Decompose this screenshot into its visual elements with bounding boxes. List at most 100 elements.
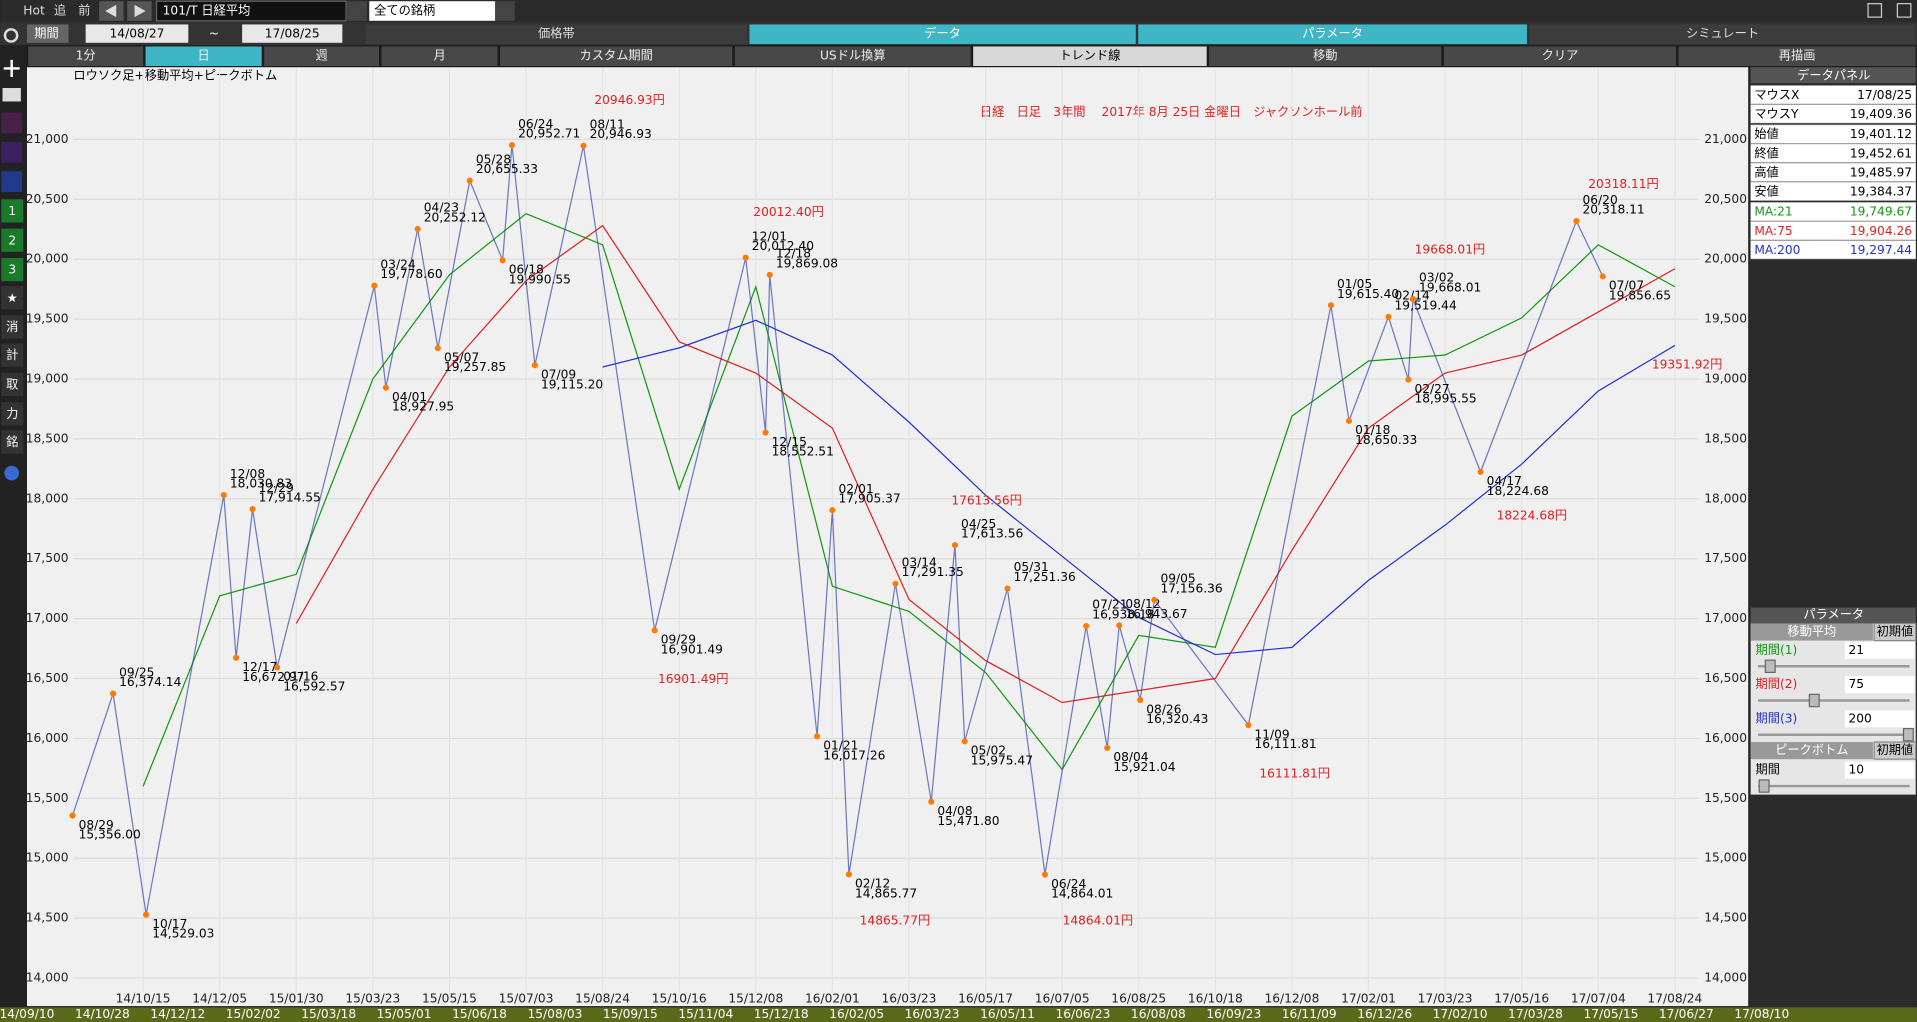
- sidebar-button[interactable]: [1, 430, 24, 454]
- sidebar-button[interactable]: [1, 315, 24, 339]
- peak-date: 01/18: [1355, 423, 1390, 437]
- toolbar-button[interactable]: [264, 46, 380, 67]
- add-icon[interactable]: [3, 59, 20, 78]
- scroller[interactable]: [0, 1007, 1917, 1022]
- start-date-box[interactable]: [85, 24, 189, 43]
- toolbar-button[interactable]: [734, 46, 971, 67]
- peak-value: 16,111.81: [1254, 737, 1316, 751]
- camera-icon[interactable]: [2, 88, 21, 102]
- symbol-box[interactable]: [155, 0, 347, 22]
- peak-value: 14,865.77: [855, 886, 917, 900]
- peak-date: 02/01: [839, 482, 874, 496]
- slider-knob[interactable]: [1902, 727, 1914, 742]
- peak-value: 18,927.95: [392, 400, 454, 414]
- settings-icon[interactable]: [4, 465, 20, 481]
- symbol: 101/T 日経平均: [163, 4, 251, 18]
- toolbar-button[interactable]: [1443, 46, 1677, 67]
- sidebar-button[interactable]: [1, 257, 24, 282]
- peak-date: 12/29: [259, 481, 294, 495]
- toolbar-button[interactable]: [28, 46, 144, 67]
- peak-date: 07/09: [541, 367, 576, 381]
- param-input[interactable]: [1844, 710, 1915, 728]
- sidebar-button[interactable]: [1, 402, 24, 426]
- param-input[interactable]: [1844, 676, 1915, 694]
- peak-value: 17,251.36: [1014, 570, 1076, 584]
- toolbar-button[interactable]: [145, 46, 262, 67]
- prev-button[interactable]: 前: [78, 3, 90, 18]
- end-date-box[interactable]: [242, 24, 343, 43]
- sidebar-button[interactable]: [1, 343, 24, 367]
- reset-label: 初期値: [1877, 624, 1914, 639]
- peak-marker: [1573, 218, 1580, 225]
- peak-marker: [143, 911, 150, 918]
- peak-value: 17,914.55: [259, 491, 321, 505]
- tab[interactable]: [1529, 24, 1916, 45]
- slider-knob[interactable]: [1758, 779, 1770, 793]
- annotation: 16111.81円: [1259, 766, 1330, 780]
- tab[interactable]: [365, 24, 748, 45]
- peak-value: 15,975.47: [971, 753, 1033, 767]
- tab[interactable]: [1138, 24, 1527, 45]
- toolbar-button[interactable]: [1678, 46, 1916, 67]
- peak-marker: [580, 142, 587, 149]
- chart-icon[interactable]: [1, 112, 23, 134]
- y-tick-label-right: 15,500: [1704, 791, 1747, 805]
- scroller-label: 15/09/15: [603, 1007, 658, 1021]
- sidebar-button[interactable]: [1, 228, 24, 252]
- peak-value: 16,017.26: [823, 748, 885, 762]
- toolbar-button[interactable]: [1209, 46, 1442, 67]
- follow-button[interactable]: 追: [54, 3, 66, 18]
- y-tick-label: 15,000: [26, 851, 69, 865]
- y-tick-label-right: 19,000: [1704, 372, 1747, 386]
- search-icon[interactable]: [3, 28, 19, 43]
- peak-value: 19,257.85: [444, 360, 506, 374]
- toolbar-button[interactable]: [500, 46, 733, 67]
- hot-button[interactable]: Hot: [23, 4, 45, 18]
- param-input[interactable]: [1844, 761, 1915, 779]
- toolbar-button-label: 1分: [76, 49, 96, 63]
- start-date: 14/08/27: [110, 27, 165, 41]
- reset-button[interactable]: [1873, 741, 1917, 760]
- tab-label: シミュレート: [1686, 27, 1759, 41]
- slider-knob[interactable]: [1764, 659, 1776, 673]
- peak-date: 04/17: [1487, 474, 1522, 488]
- toolbar-button[interactable]: [381, 46, 498, 67]
- sidebar-button[interactable]: [1, 199, 24, 223]
- peak-value: 19,615.40: [1337, 287, 1399, 301]
- scroller-label: 15/03/18: [301, 1007, 356, 1021]
- symbol-dropdown[interactable]: [347, 1, 367, 21]
- flag-icon[interactable]: [1, 171, 23, 192]
- universe-dropdown[interactable]: [495, 1, 515, 21]
- sidebar-button[interactable]: [1, 372, 24, 397]
- peak-date: 07/21: [1092, 598, 1127, 612]
- reset-button[interactable]: [1873, 622, 1917, 642]
- indicator-icon[interactable]: [1, 141, 23, 163]
- panel-row-value: 19,409.36: [1850, 107, 1912, 121]
- peak-marker: [742, 254, 749, 261]
- x-tick-label: 14/12/05: [192, 991, 247, 1005]
- scroller-label: 17/06/27: [1659, 1007, 1714, 1021]
- tab[interactable]: [749, 24, 1136, 45]
- toolbar-button[interactable]: [973, 46, 1207, 67]
- plot: 14,000 14,000 14,500 14,500 15,000 15,000 15,5…: [26, 68, 1747, 1005]
- param-input[interactable]: [1844, 641, 1915, 659]
- chart-subtitle: ロウソク足+移動平均+ピークボトム: [73, 68, 277, 82]
- tab-label: データ: [924, 26, 961, 41]
- sidebar-button[interactable]: [1, 286, 24, 310]
- peak-value: 14,529.03: [152, 927, 214, 941]
- panel-row-value: 19,749.67: [1850, 205, 1912, 219]
- param-title: パラメータ: [1803, 607, 1864, 621]
- x-tick-label: 16/07/05: [1035, 991, 1090, 1005]
- scroller-label: 16/12/26: [1357, 1007, 1412, 1021]
- minimize-button[interactable]: [1867, 3, 1883, 18]
- y-tick-label-right: 21,000: [1704, 132, 1747, 146]
- universe-box[interactable]: [369, 1, 496, 21]
- peak-value: 16,901.49: [661, 642, 723, 656]
- y-tick-label: 18,500: [26, 431, 69, 445]
- panel-row-value: 19,485.97: [1850, 165, 1912, 179]
- close-button[interactable]: [1896, 3, 1912, 18]
- x-tick-label: 16/08/25: [1111, 991, 1166, 1005]
- slider-knob[interactable]: [1808, 693, 1820, 708]
